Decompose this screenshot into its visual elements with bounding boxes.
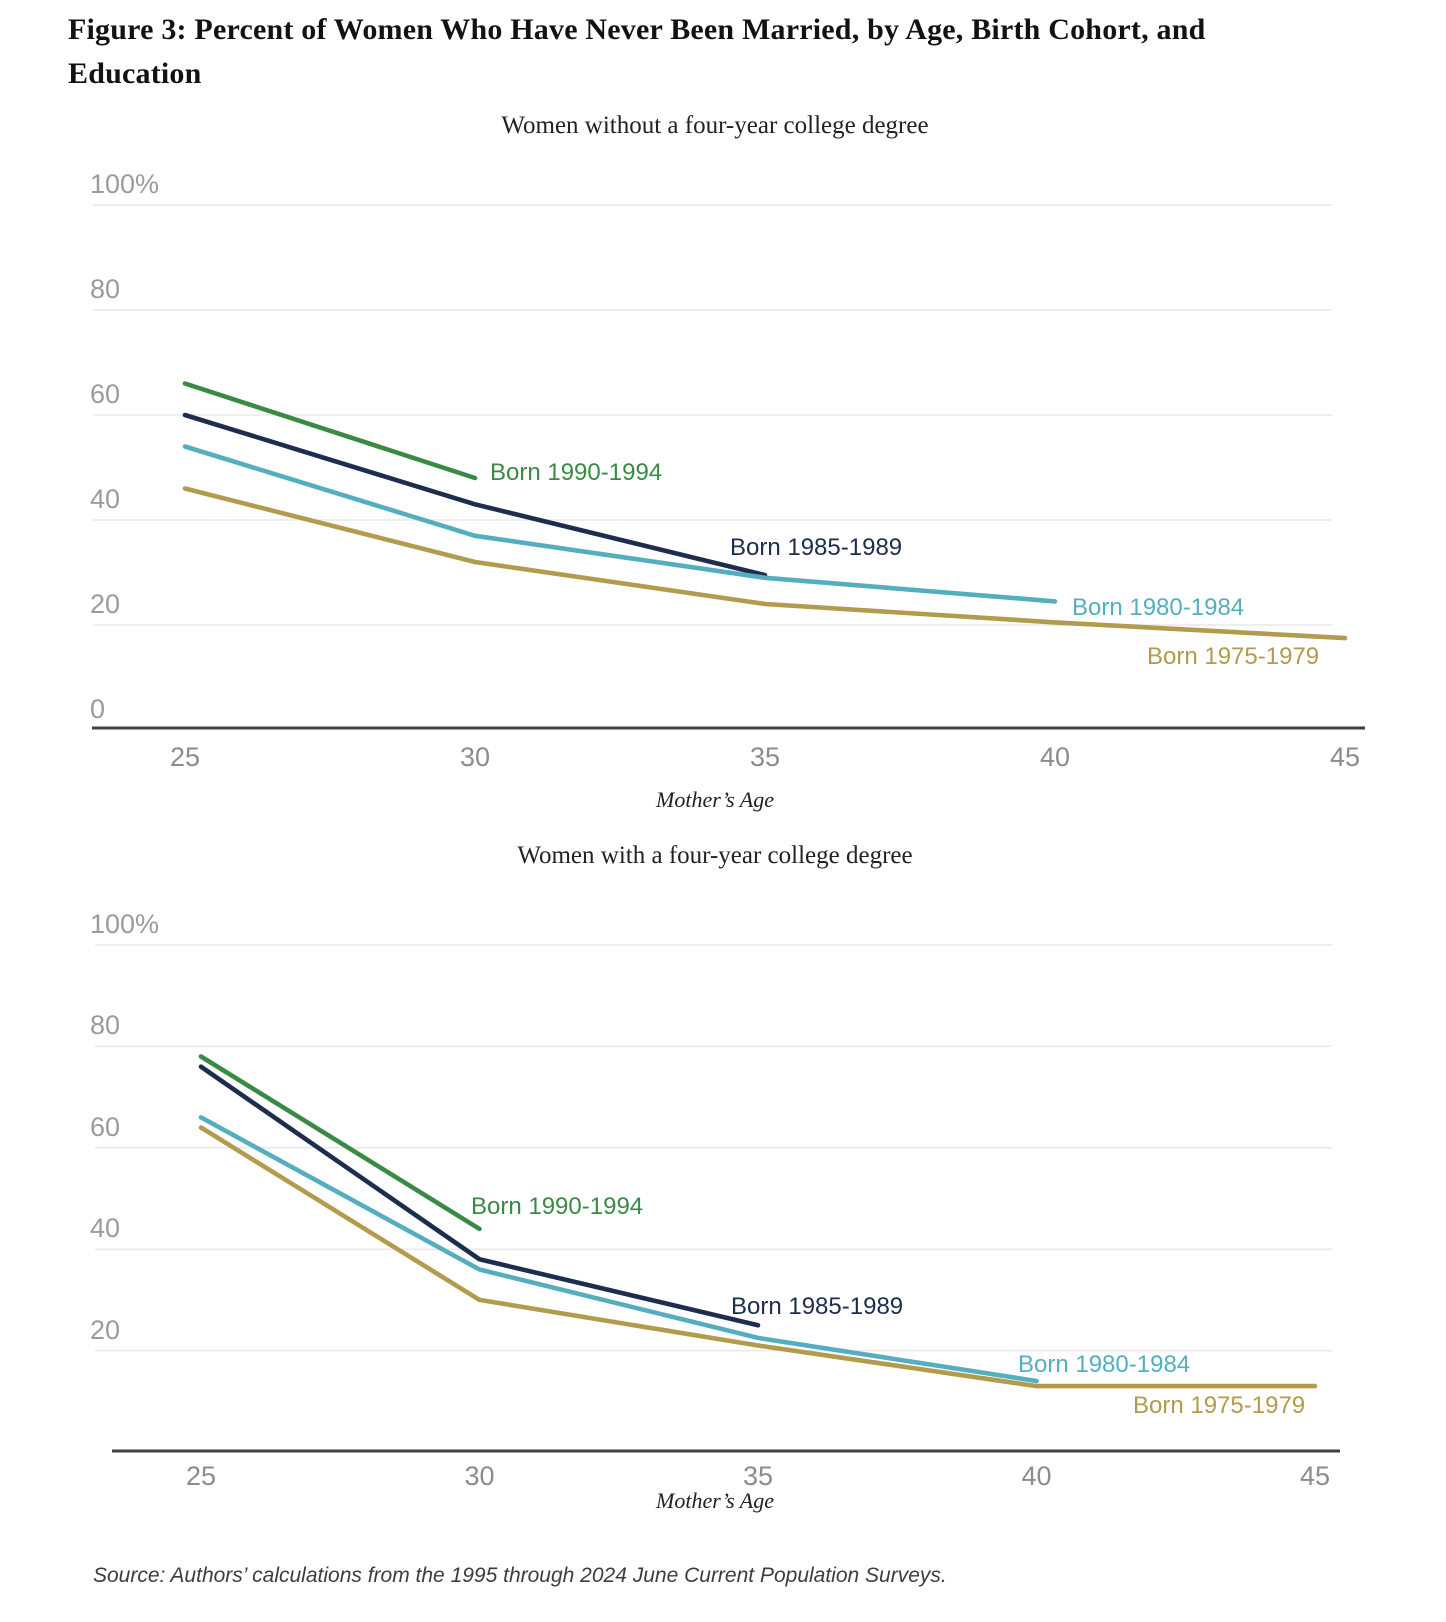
- series-label-born-1980-1984: Born 1980-1984: [1072, 594, 1245, 621]
- y-axis-label-40: 40: [90, 484, 121, 514]
- figure-title: Figure 3: Percent of Women Who Have Neve…: [68, 13, 1206, 90]
- x-tick-label-45: 45: [1329, 742, 1361, 772]
- chart-bottom-x-axis-title: Mother’s Age: [656, 1488, 774, 1513]
- x-tick-label-25: 25: [185, 1461, 217, 1491]
- x-tick-label-30: 30: [459, 742, 491, 772]
- x-tick-label-35: 35: [749, 742, 781, 772]
- y-axis-label-20: 20: [90, 1314, 121, 1345]
- series-label-born-1975-1979: Born 1975-1979: [1133, 1392, 1306, 1419]
- source-note: Source: Authors’ calculations from the 1…: [93, 1564, 947, 1587]
- y-axis-label-100: 100%: [90, 909, 160, 939]
- y-axis-label-60: 60: [90, 1111, 121, 1142]
- chart-top-subtitle: Women without a four-year college degree: [501, 112, 929, 139]
- y-axis-label-0: 0: [90, 694, 106, 724]
- x-tick-label-45: 45: [1299, 1461, 1331, 1491]
- series-line-born-1985-1989: [182, 412, 768, 578]
- series-label-born-1985-1989: Born 1985-1989: [731, 1293, 904, 1320]
- series-label-born-1990-1994: Born 1990-1994: [471, 1193, 644, 1220]
- x-tick-label-35: 35: [742, 1461, 774, 1491]
- series-line-born-1980-1984: [198, 1115, 1039, 1384]
- chart-bottom-subtitle: Women with a four-year college degree: [517, 842, 913, 869]
- series-label-born-1980-1984: Born 1980-1984: [1018, 1351, 1191, 1378]
- series-line-born-1980-1984: [182, 444, 1058, 604]
- series-line-born-1990-1994: [182, 381, 478, 481]
- series-label-born-1990-1994: Born 1990-1994: [490, 459, 663, 486]
- y-axis-label-60: 60: [90, 379, 121, 409]
- x-tick-label-40: 40: [1039, 742, 1071, 772]
- series-line-born-1990-1994: [198, 1054, 482, 1232]
- y-axis-label-80: 80: [90, 274, 121, 304]
- y-axis-label-40: 40: [90, 1213, 121, 1244]
- series-line-born-1985-1989: [198, 1064, 761, 1328]
- chart-top-x-axis-title: Mother’s Age: [656, 787, 774, 812]
- series-line-born-1975-1979: [198, 1125, 1318, 1389]
- y-axis-label-100: 100%: [90, 169, 160, 199]
- series-label-born-1985-1989: Born 1985-1989: [730, 534, 903, 561]
- series-line-born-1975-1979: [182, 486, 1348, 641]
- y-axis-label-80: 80: [90, 1010, 121, 1041]
- x-tick-label-30: 30: [464, 1461, 495, 1491]
- x-tick-label-40: 40: [1021, 1461, 1052, 1491]
- y-axis-label-20: 20: [90, 589, 121, 619]
- series-label-born-1975-1979: Born 1975-1979: [1147, 643, 1320, 670]
- x-tick-label-25: 25: [169, 742, 201, 772]
